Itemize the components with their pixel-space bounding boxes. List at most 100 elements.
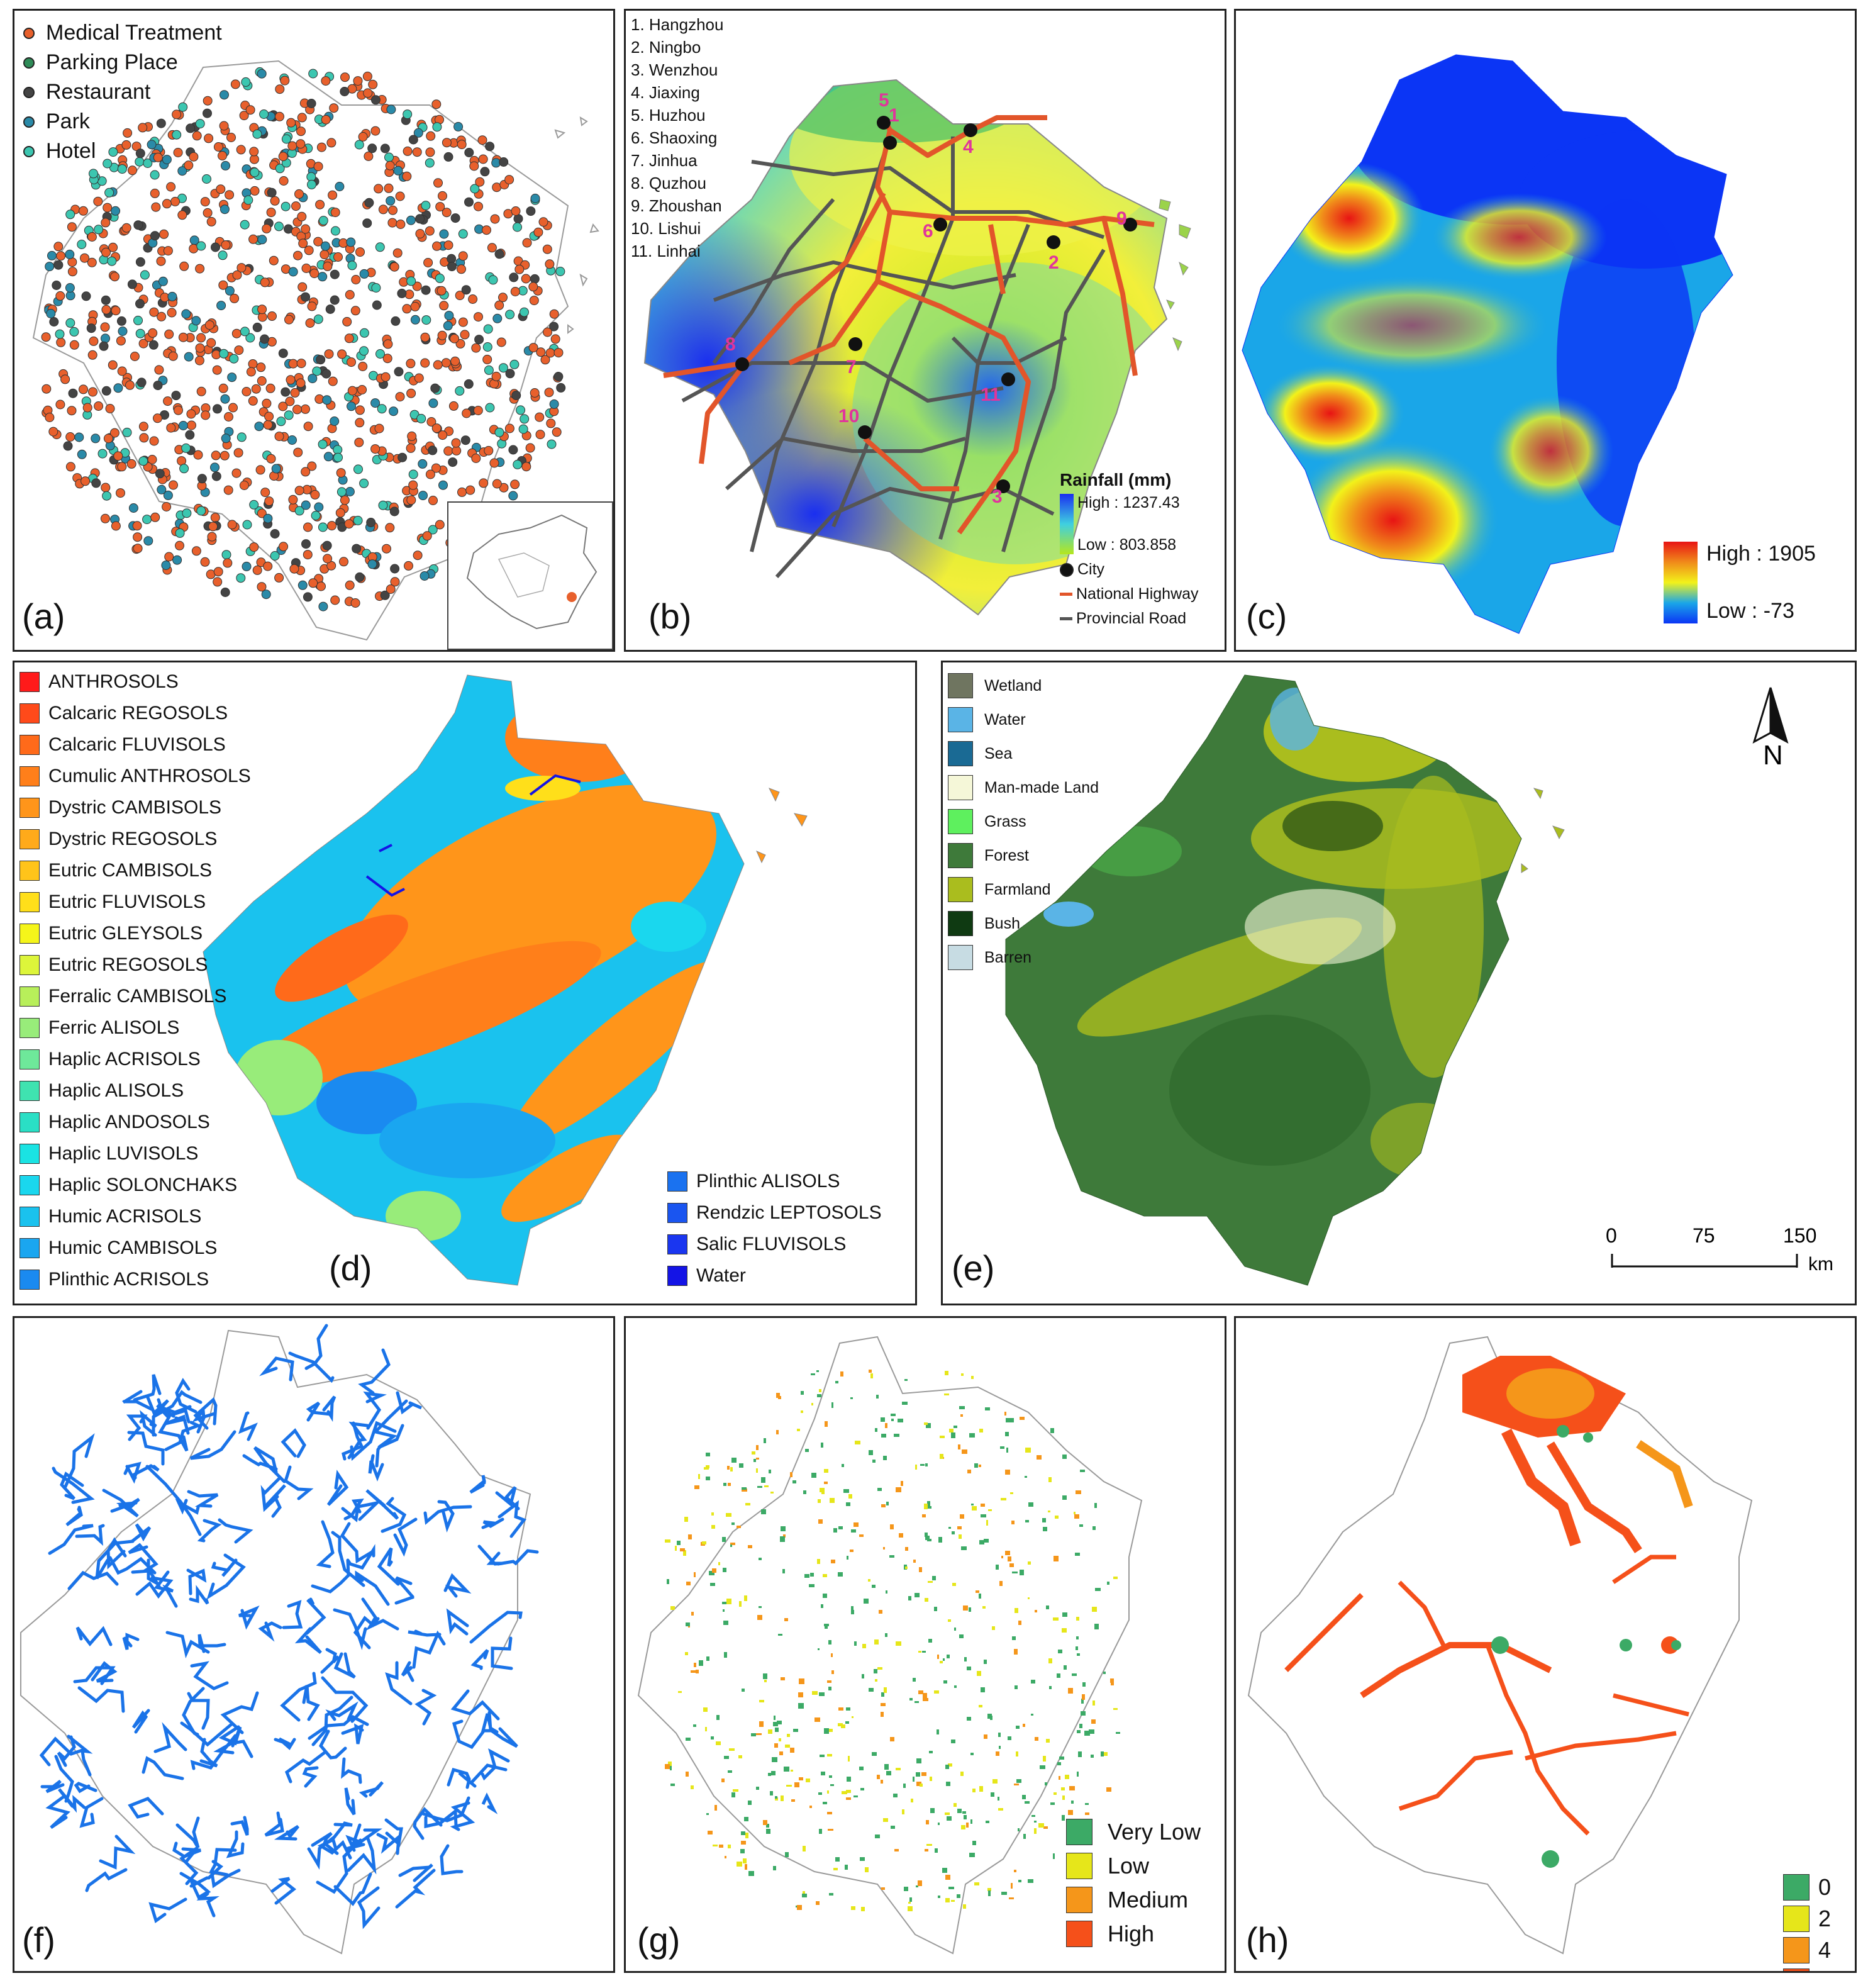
legend-label: Haplic LUVISOLS	[48, 1143, 199, 1164]
legend-label: Eutric FLUVISOLS	[48, 891, 206, 912]
scale-tick-0: 0	[1606, 1224, 1617, 1247]
legend-label: Haplic ANDOSOLS	[48, 1112, 210, 1132]
legend-swatch-icon	[667, 1266, 687, 1286]
legend-label: Ferric ALISOLS	[48, 1017, 180, 1038]
city-list-item: 1. Hangzhou	[631, 15, 724, 34]
score-zones	[1284, 1356, 1693, 1868]
legend-label: Eutric CAMBISOLS	[48, 860, 213, 881]
legend-item: Plinthic ALISOLS	[667, 1166, 882, 1197]
legend-swatch-icon	[19, 924, 40, 944]
legend-swatch-icon	[948, 809, 973, 834]
rainfall-high: High : 1237.43	[1077, 494, 1180, 511]
legend-label: Rendzic LEPTOSOLS	[696, 1202, 882, 1223]
rainfall-color-ramp	[1060, 494, 1074, 554]
poi-map	[33, 60, 599, 640]
legend-road: Provincial Road	[1060, 610, 1199, 628]
legend-label: Calcaric REGOSOLS	[48, 703, 228, 723]
legend-label: Eutric GLEYSOLS	[48, 923, 203, 944]
legend-item: Dystric REGOSOLS	[19, 824, 251, 855]
legend-label: Calcaric FLUVISOLS	[48, 734, 226, 755]
legend-item: Eutric FLUVISOLS	[19, 886, 251, 918]
legend-label: Humic CAMBISOLS	[48, 1237, 218, 1258]
city-number-5: 5	[879, 90, 889, 111]
legend-item: Barren	[948, 941, 1099, 974]
north-label: N	[1763, 740, 1783, 771]
legend-item: Medium	[1066, 1883, 1201, 1917]
legend-item: Ferralic CAMBISOLS	[19, 981, 251, 1012]
score-map	[1247, 1336, 1753, 1955]
legend-label: Dystric REGOSOLS	[48, 829, 218, 849]
panel-h: 0 2 4 6 (h)	[1234, 1316, 1857, 1973]
soil-map	[203, 674, 808, 1286]
elevation-legend: High : 1905 Low : -73	[1664, 542, 1816, 623]
city-list-item: 2. Ningbo	[631, 38, 701, 57]
legend-swatch-icon	[1783, 1906, 1810, 1932]
legend-label: Barren	[984, 949, 1032, 966]
panel-label-g: (g)	[637, 1920, 681, 1960]
legend-label: Water	[696, 1265, 746, 1286]
river-map	[20, 1324, 539, 1955]
legend-swatch-icon	[948, 877, 973, 902]
legend-item: Haplic ANDOSOLS	[19, 1107, 251, 1138]
legend-label: Haplic ALISOLS	[48, 1080, 184, 1101]
legend-swatch-icon	[1783, 1937, 1810, 1963]
legend-item: Haplic LUVISOLS	[19, 1138, 251, 1170]
legend-swatch-icon	[1783, 1874, 1810, 1901]
china-outline-icon	[466, 514, 598, 630]
city-list-item: 5. Huzhou	[631, 106, 706, 125]
china-inset-map	[447, 501, 613, 650]
legend-swatch-icon	[1783, 1968, 1810, 1971]
city-number-labels: 1 2 3 4 5 6 7 8 9 10 11	[725, 90, 1127, 507]
legend-label: Grass	[984, 813, 1026, 830]
panel-b: 1 2 3 4 5 6 7 8 9 10 11 1. Hangzhou 2. N…	[624, 9, 1226, 652]
legend-item: Water	[667, 1260, 882, 1292]
elevation-high: High : 1905	[1706, 542, 1816, 566]
north-arrow-icon	[1752, 687, 1789, 744]
legend-swatch-icon	[19, 955, 40, 975]
legend-item: Wetland	[948, 669, 1099, 703]
hazard-patches	[665, 1370, 1120, 1911]
legend-swatch-icon	[19, 1049, 40, 1069]
city-number-11: 11	[981, 384, 1001, 405]
city-number-1: 1	[889, 105, 899, 126]
legend-label: Medical Treatment	[46, 21, 222, 45]
legend-swatch-icon	[667, 1171, 687, 1192]
legend-swatch-icon	[948, 911, 973, 936]
legend-item: 6	[1783, 1966, 1831, 1971]
poi-dots	[41, 67, 566, 611]
legend-item: Haplic ACRISOLS	[19, 1044, 251, 1075]
legend-swatch-icon	[19, 1238, 40, 1258]
legend-item: 4	[1783, 1935, 1831, 1966]
legend-label: Farmland	[984, 881, 1051, 898]
hotel-dot-icon	[23, 145, 35, 157]
panel-label-d: (d)	[329, 1248, 372, 1288]
scale-bar	[1611, 1254, 1798, 1268]
legend-label: Sea	[984, 745, 1013, 762]
legend-label: ANTHROSOLS	[48, 671, 179, 692]
city-number-10: 10	[838, 406, 859, 427]
legend-restaurant: Restaurant	[23, 77, 222, 107]
legend-city: City	[1060, 561, 1199, 579]
legend-label: Man-made Land	[984, 779, 1099, 796]
legend-parking: Parking Place	[23, 48, 222, 77]
legend-label: Plinthic ALISOLS	[696, 1171, 840, 1192]
legend-swatch-icon	[19, 861, 40, 881]
city-number-4: 4	[963, 137, 974, 157]
legend-label: Salic FLUVISOLS	[696, 1234, 847, 1254]
scale-tick-75: 75	[1693, 1224, 1715, 1247]
city-number-8: 8	[725, 334, 736, 355]
legend-highway: National Highway	[1060, 585, 1199, 603]
legend-label: 4	[1818, 1937, 1832, 1963]
city-list-item: 4. Jiaxing	[631, 83, 700, 102]
legend-swatch-icon	[19, 798, 40, 818]
soil-legend-right: Plinthic ALISOLS Rendzic LEPTOSOLS Salic F…	[667, 1166, 882, 1292]
legend-item: Humic ACRISOLS	[19, 1201, 251, 1232]
city-number-7: 7	[846, 357, 857, 377]
medical-dot-icon	[23, 27, 35, 39]
legend-item: High	[1066, 1917, 1201, 1951]
rainfall-low: Low : 803.858	[1077, 536, 1177, 554]
legend-label: Water	[984, 711, 1026, 729]
rainfall-legend: Rainfall (mm) High : 1237.43 Low : 803.8…	[1060, 470, 1199, 628]
elevation-map	[1242, 54, 1733, 634]
legend-swatch-icon	[948, 673, 973, 698]
